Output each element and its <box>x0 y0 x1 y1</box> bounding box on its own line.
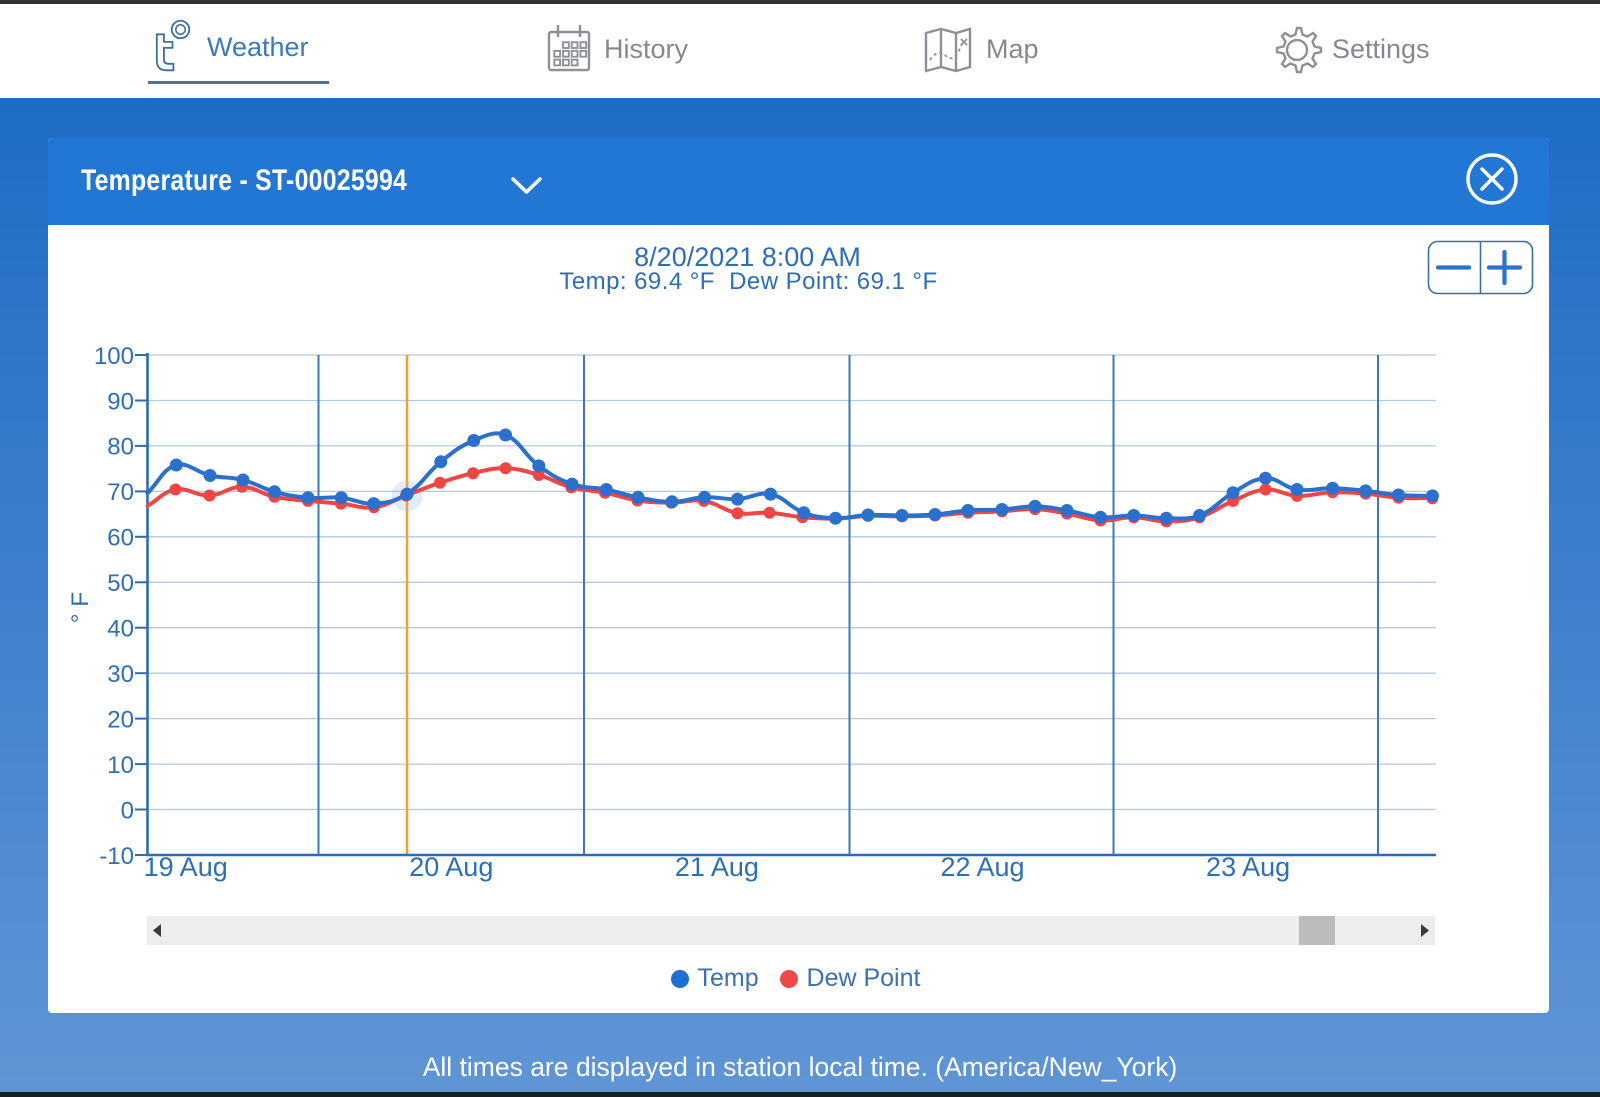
svg-text:22 Aug: 22 Aug <box>940 852 1024 882</box>
svg-text:-10: -10 <box>99 843 134 870</box>
svg-text:40: 40 <box>107 616 134 643</box>
svg-text:23 Aug: 23 Aug <box>1206 852 1290 882</box>
svg-text:70: 70 <box>107 479 134 506</box>
svg-text:30: 30 <box>107 661 134 688</box>
svg-text:20 Aug: 20 Aug <box>409 852 493 882</box>
svg-text:° F: ° F <box>67 592 94 624</box>
svg-text:0: 0 <box>121 797 134 824</box>
svg-text:80: 80 <box>107 434 134 461</box>
svg-text:90: 90 <box>107 388 134 415</box>
svg-text:60: 60 <box>107 525 134 552</box>
svg-text:50: 50 <box>107 570 134 597</box>
svg-text:20: 20 <box>107 706 134 733</box>
svg-text:100: 100 <box>94 343 134 370</box>
svg-text:21 Aug: 21 Aug <box>675 852 759 882</box>
svg-text:19 Aug: 19 Aug <box>144 852 228 882</box>
svg-text:10: 10 <box>107 752 134 779</box>
